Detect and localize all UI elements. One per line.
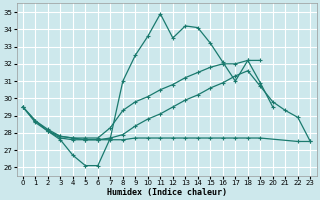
X-axis label: Humidex (Indice chaleur): Humidex (Indice chaleur) — [107, 188, 227, 197]
